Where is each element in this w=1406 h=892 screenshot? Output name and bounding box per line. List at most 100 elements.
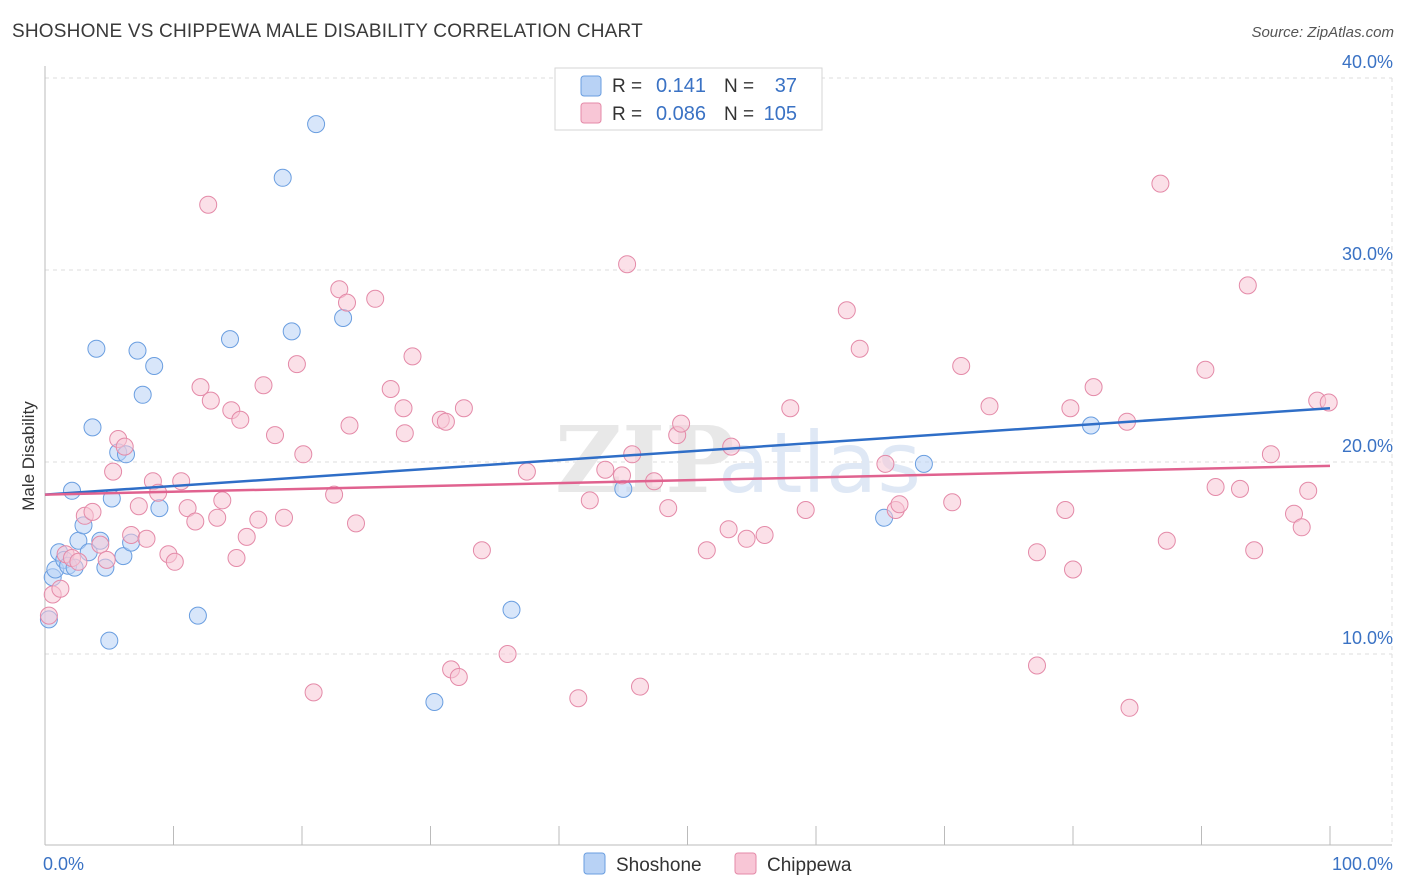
chippewa-point [613, 466, 631, 485]
chippewa-point [186, 512, 205, 531]
shoshone-point [150, 499, 169, 518]
x-tick-label: 0.0% [43, 854, 84, 874]
chippewa-point [165, 552, 184, 571]
chippewa-point [366, 289, 385, 308]
chippewa-point [449, 668, 468, 686]
shoshone-point [87, 339, 106, 358]
shoshone-point [128, 341, 147, 360]
chippewa-point [178, 499, 197, 518]
chippewa-point [659, 499, 678, 518]
chippewa-point [172, 472, 191, 491]
chippewa-point [395, 424, 414, 443]
chippewa-point [340, 416, 359, 435]
shoshone-point [502, 600, 521, 619]
chippewa-point [199, 195, 218, 214]
chippewa-point [719, 520, 738, 539]
chippewa-point [1245, 541, 1264, 560]
chippewa-point [672, 414, 691, 433]
chippewa-point [347, 514, 365, 533]
chippewa-point [1285, 504, 1303, 523]
shoshone-point [100, 631, 119, 650]
chippewa-point [850, 339, 869, 358]
chippewa-point [201, 391, 220, 410]
shoshone-point [425, 693, 444, 711]
chippewa-point [338, 293, 356, 312]
chippewa-point [1292, 518, 1311, 537]
chippewa-point [876, 454, 895, 473]
chippewa-point [596, 460, 615, 479]
shoshone-point [114, 547, 133, 566]
chippewa-point [952, 357, 971, 375]
chart-title: SHOSHONE VS CHIPPEWA MALE DISABILITY COR… [12, 21, 643, 42]
chippewa-point [122, 526, 141, 544]
chippewa-point [330, 280, 349, 299]
chippewa-point [837, 301, 856, 320]
chippewa-point [104, 462, 123, 481]
chippewa-point [980, 397, 999, 416]
chippewa-point [1120, 698, 1139, 717]
axes [44, 66, 1392, 846]
chippewa-point [91, 535, 110, 554]
legend-r-value: 0.141 [656, 75, 706, 97]
chippewa-point [191, 378, 210, 397]
watermark: ZIP atlas [555, 406, 921, 514]
chippewa-point [618, 255, 637, 274]
chippewa-point [227, 549, 246, 567]
chippewa-point [69, 552, 88, 571]
chippewa-point [781, 399, 800, 418]
shoshone-point [63, 481, 81, 500]
chippewa-point [454, 399, 473, 418]
chippewa-point [403, 347, 422, 366]
y-axis-label: Male Disability [19, 401, 38, 511]
chippewa-point [287, 355, 306, 374]
legend-n-label: N = [724, 76, 754, 97]
chippewa-point [1231, 479, 1249, 498]
chippewa-point [129, 497, 148, 516]
chippewa-point [631, 677, 649, 696]
chippewa-point [249, 510, 268, 529]
chippewa-point [51, 579, 70, 598]
shoshone-point [83, 418, 102, 437]
legend-r-value: 0.086 [656, 103, 706, 125]
shoshone-point [188, 606, 207, 625]
data-points [39, 115, 1338, 717]
trend-lines [44, 406, 1331, 496]
shoshone-point [914, 454, 933, 473]
legend-r-label: R = [612, 104, 642, 125]
chippewa-point [1028, 543, 1046, 562]
chippewa-point [294, 445, 313, 464]
chippewa-point [517, 462, 536, 481]
shoshone-point [273, 168, 292, 187]
legend-r-label: R = [612, 76, 642, 97]
chippewa-point [1206, 478, 1225, 496]
chippewa-point [137, 529, 156, 548]
chippewa-point [1196, 360, 1215, 379]
chippewa-point [1157, 531, 1176, 550]
chippewa-point [381, 380, 400, 398]
chippewa-point [737, 529, 756, 548]
shoshone-point [221, 330, 239, 349]
x-tick-label: 100.0% [1332, 854, 1393, 874]
legend: R = 0.141 N = 37 R = 0.086 N = 105 [554, 67, 823, 131]
series-legend-label-shoshone: Shoshone [616, 855, 702, 876]
legend-swatch-shoshone [580, 75, 602, 97]
legend-n-value: 105 [764, 103, 797, 125]
chippewa-point [472, 541, 491, 560]
trend-line-shoshone [44, 406, 1331, 496]
chippewa-point [1151, 174, 1170, 193]
chart-source: Source: ZipAtlas.com [1251, 24, 1394, 41]
chippewa-point [1061, 399, 1080, 418]
chippewa-point [115, 437, 134, 456]
chippewa-point [1056, 501, 1075, 519]
legend-swatch-chippewa [580, 102, 602, 124]
chippewa-point [213, 491, 232, 510]
chippewa-point [83, 502, 102, 521]
chippewa-point [722, 437, 741, 456]
shoshone-point [145, 357, 164, 375]
chippewa-point [97, 550, 116, 569]
series-legend-swatch-chippewa [734, 852, 757, 875]
series-legend-swatch-shoshone [583, 852, 606, 875]
series-legend: Shoshone Chippewa [583, 852, 852, 876]
chippewa-point [231, 410, 250, 429]
